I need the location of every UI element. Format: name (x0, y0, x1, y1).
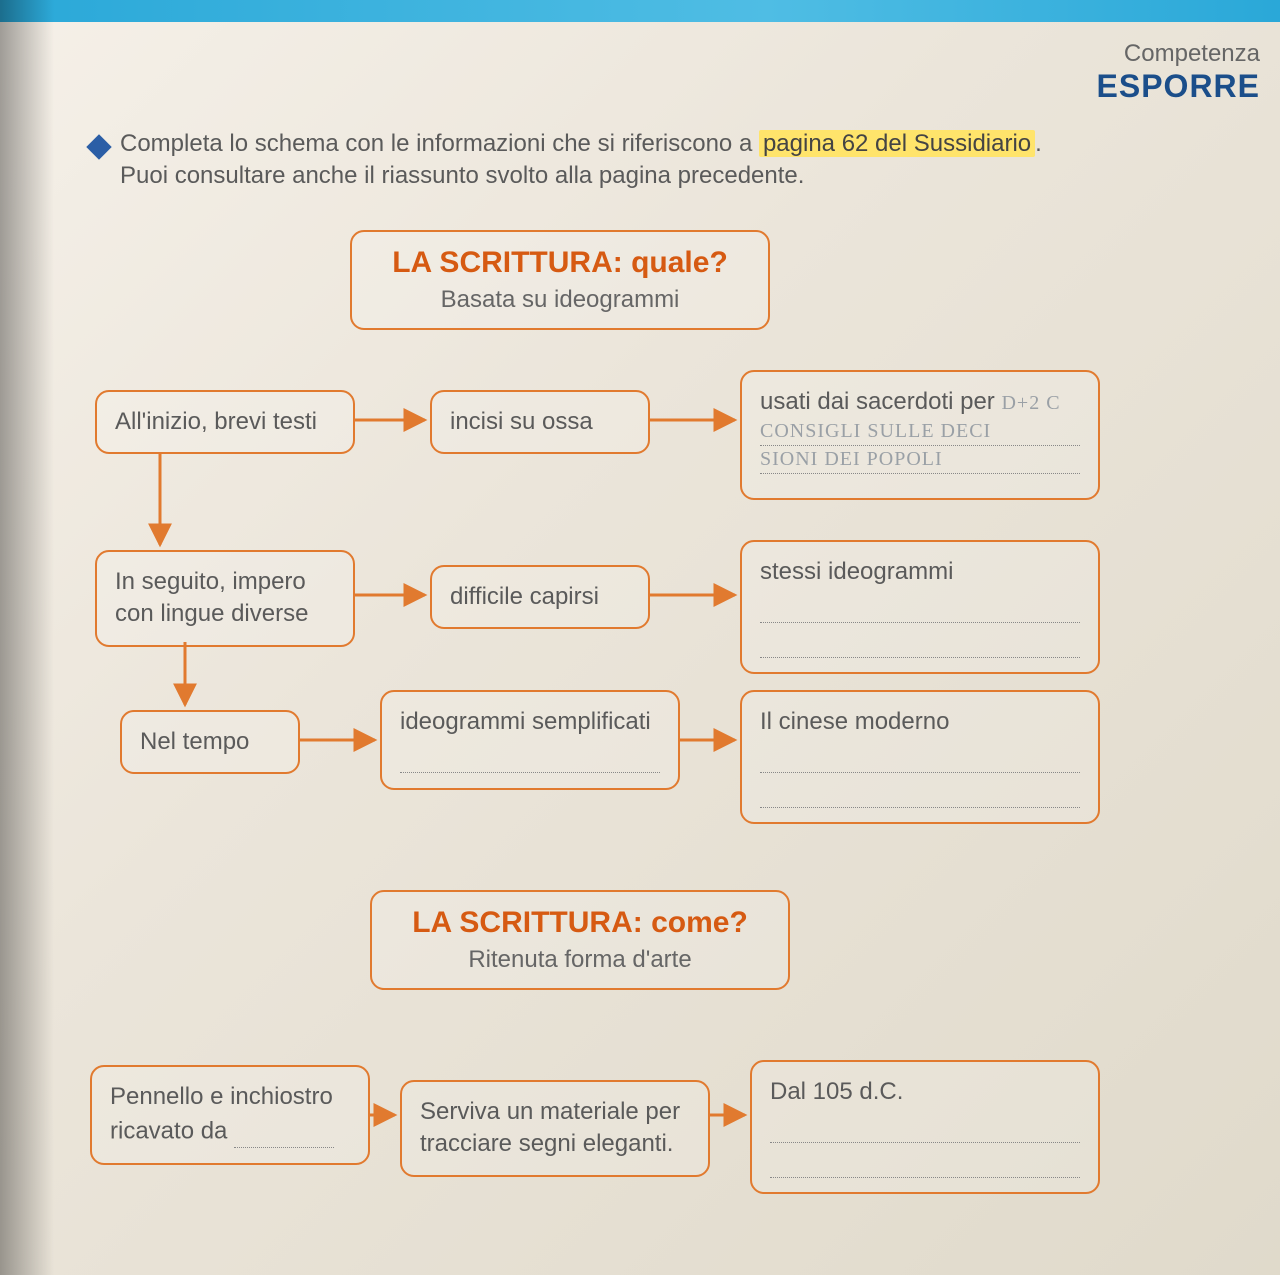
node-r1-left-text: All'inizio, brevi testi (115, 408, 317, 435)
node-r1-right[interactable]: usati dai sacerdoti per D+2 C CONSIGLI S… (740, 370, 1100, 500)
book-binding-shadow (0, 0, 60, 1275)
fill-line[interactable] (760, 744, 1080, 773)
node-b1-mid: Serviva un materiale per tracciare segni… (400, 1080, 710, 1177)
node-b1-right-text: Dal 105 d.C. (770, 1078, 903, 1105)
page-header: Competenza ESPORRE (1097, 40, 1260, 105)
node-b1-left-l2: ricavato da (110, 1118, 227, 1145)
section2-subtitle: Ritenuta forma d'arte (390, 946, 770, 974)
page-top-strip (0, 0, 1280, 22)
node-b1-left[interactable]: Pennello e inchiostro ricavato da (90, 1065, 370, 1165)
node-r2-left-l1: In seguito, impero (115, 566, 335, 598)
node-r2-right-text: stessi ideogrammi (760, 558, 953, 585)
section1-title-main: LA SCRITTURA: (392, 246, 623, 279)
instruction-highlight: pagina 62 del Sussidiario (759, 130, 1035, 157)
fill-line[interactable] (234, 1119, 334, 1148)
fill-line[interactable] (770, 1149, 1080, 1178)
node-r3-mid[interactable]: ideogrammi semplificati (380, 690, 680, 790)
node-r3-left: Nel tempo (120, 710, 300, 774)
header-small: Competenza (1097, 40, 1260, 68)
node-r1-right-hand3: SIONI DEI POPOLI (760, 446, 1080, 474)
fill-line[interactable] (400, 744, 660, 773)
node-r3-left-text: Nel tempo (140, 728, 249, 755)
section2-title-main: LA SCRITTURA: (412, 906, 643, 939)
fill-line[interactable] (760, 629, 1080, 658)
node-b1-mid-l2: tracciare segni eleganti. (420, 1128, 690, 1160)
section2-title-box: LA SCRITTURA: come? Ritenuta forma d'art… (370, 890, 790, 990)
instruction-line1b: . (1035, 130, 1042, 157)
node-r2-right[interactable]: stessi ideogrammi (740, 540, 1100, 674)
node-r1-mid-text: incisi su ossa (450, 408, 593, 435)
fill-line[interactable] (770, 1114, 1080, 1143)
node-r1-right-hand1: D+2 C (1001, 392, 1060, 414)
node-r3-mid-text: ideogrammi semplificati (400, 708, 651, 735)
node-r1-left: All'inizio, brevi testi (95, 390, 355, 454)
node-r2-left: In seguito, impero con lingue diverse (95, 550, 355, 647)
node-b1-mid-l1: Serviva un materiale per (420, 1096, 690, 1128)
node-r1-mid: incisi su ossa (430, 390, 650, 454)
section2-title-q: come? (651, 906, 748, 939)
node-r2-mid-text: difficile capirsi (450, 583, 599, 610)
instruction-line1a: Completa lo schema con le informazioni c… (120, 130, 759, 157)
section1-subtitle: Basata su ideogrammi (370, 286, 750, 314)
header-big: ESPORRE (1097, 68, 1260, 105)
node-b1-left-l1: Pennello e inchiostro (110, 1081, 350, 1113)
node-r3-right-text: Il cinese moderno (760, 708, 949, 735)
node-r3-right[interactable]: Il cinese moderno (740, 690, 1100, 824)
section1-title-box: LA SCRITTURA: quale? Basata su ideogramm… (350, 230, 770, 330)
section2-title: LA SCRITTURA: come? (390, 906, 770, 940)
node-r1-right-lead: usati dai sacerdoti per (760, 388, 995, 415)
instruction-line2: Puoi consultare anche il riassunto svolt… (120, 162, 804, 189)
node-r2-mid: difficile capirsi (430, 565, 650, 629)
fill-line[interactable] (760, 779, 1080, 808)
section1-title-q: quale? (631, 246, 728, 279)
section1-title: LA SCRITTURA: quale? (370, 246, 750, 280)
node-b1-right[interactable]: Dal 105 d.C. (750, 1060, 1100, 1194)
instruction-text: Completa lo schema con le informazioni c… (120, 128, 1140, 193)
fill-line[interactable] (760, 594, 1080, 623)
node-r2-left-l2: con lingue diverse (115, 598, 335, 630)
node-r1-right-hand2: CONSIGLI SULLE DECI (760, 418, 1080, 446)
